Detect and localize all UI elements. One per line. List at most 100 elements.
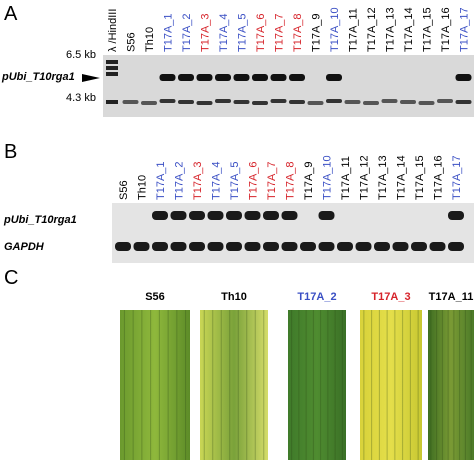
lane-label: T17A_6 xyxy=(248,161,260,200)
marker-label: 6.5 kb xyxy=(66,49,96,61)
band xyxy=(233,74,250,81)
lane-label: T17A_8 xyxy=(292,13,304,52)
lane-label: T17A_7 xyxy=(274,13,286,52)
band xyxy=(244,242,261,251)
sample-label: T17A_2 xyxy=(297,291,336,303)
band xyxy=(337,242,353,251)
band xyxy=(252,101,268,105)
lane-label: T17A_5 xyxy=(229,161,241,200)
lane-label: T17A_1 xyxy=(163,13,175,52)
band xyxy=(189,211,205,220)
band xyxy=(448,211,464,220)
band xyxy=(196,74,213,81)
band xyxy=(122,100,139,104)
lane-label: T17A_8 xyxy=(285,161,297,200)
band xyxy=(307,101,324,105)
leaf-image xyxy=(428,310,474,460)
lane-label: S56 xyxy=(118,180,130,200)
band xyxy=(437,99,453,103)
lane-label: T17A_1 xyxy=(155,161,167,200)
lane-label: T17A_12 xyxy=(366,7,378,52)
band xyxy=(226,211,242,220)
probe-label: pUbi_T10rga1 xyxy=(1,71,75,83)
band xyxy=(215,99,231,103)
band xyxy=(326,74,342,81)
band xyxy=(178,74,194,81)
band xyxy=(178,100,194,104)
lane-label: T17A_11 xyxy=(340,156,352,200)
lane-label: T17A_15 xyxy=(422,7,434,52)
lane-label: T17A_3 xyxy=(200,13,212,52)
leaf-image xyxy=(288,310,346,460)
band xyxy=(115,242,131,251)
band xyxy=(226,242,242,251)
band xyxy=(133,242,150,251)
band xyxy=(300,242,316,251)
lane-label: T17A_3 xyxy=(192,161,204,200)
lane-label: T17A_17 xyxy=(451,155,463,200)
band xyxy=(400,100,416,104)
band xyxy=(455,100,472,104)
marker-label: 4.3 kb xyxy=(66,92,96,104)
arrowhead xyxy=(82,74,100,82)
band xyxy=(263,211,279,220)
band xyxy=(252,74,268,81)
lane-label: T17A_2 xyxy=(174,161,186,200)
southern-blot xyxy=(103,55,474,117)
band xyxy=(152,211,168,220)
band xyxy=(159,99,176,103)
lane-label: Th10 xyxy=(144,27,156,52)
band xyxy=(281,242,298,251)
band xyxy=(392,242,409,251)
band xyxy=(244,211,261,220)
band xyxy=(106,66,118,70)
band xyxy=(106,100,118,104)
leaf-image xyxy=(200,310,268,460)
lane-label: T17A_4 xyxy=(211,161,223,200)
lane-label: T17A_9 xyxy=(303,161,315,200)
band xyxy=(381,99,398,103)
band xyxy=(189,242,205,251)
band xyxy=(418,101,435,105)
lane-label: T17A_10 xyxy=(322,155,334,200)
band xyxy=(281,211,298,220)
band xyxy=(196,101,213,105)
band xyxy=(233,100,250,104)
band xyxy=(215,74,231,81)
panel-label: B xyxy=(4,141,17,163)
lane-label: T17A_13 xyxy=(377,155,389,200)
band xyxy=(207,211,224,220)
lane-label: T17A_12 xyxy=(359,155,371,200)
sample-label: S56 xyxy=(145,291,165,303)
band xyxy=(355,242,372,251)
leaf-image xyxy=(360,310,422,460)
band xyxy=(318,242,335,251)
band xyxy=(263,242,279,251)
band xyxy=(455,74,472,81)
lane-label: T17A_9 xyxy=(311,13,323,52)
band xyxy=(289,74,305,81)
band xyxy=(374,242,390,251)
band xyxy=(141,101,157,105)
lane-label: T17A_4 xyxy=(218,13,230,52)
lane-label: T17A_2 xyxy=(181,13,193,52)
band xyxy=(106,72,118,76)
band xyxy=(170,242,187,251)
lane-label: λ /HindIII xyxy=(107,9,119,52)
lane-label: S56 xyxy=(126,32,138,52)
lane-label: T17A_16 xyxy=(440,7,452,52)
lane-label: T17A_7 xyxy=(266,161,278,200)
lane-label: T17A_15 xyxy=(414,155,426,200)
sample-label: T17A_11 xyxy=(429,291,474,303)
band xyxy=(152,242,168,251)
lane-label: Th10 xyxy=(137,175,149,200)
band xyxy=(326,99,342,103)
band xyxy=(270,99,287,103)
sample-label: T17A_3 xyxy=(371,291,410,303)
sample-label: Th10 xyxy=(221,291,247,303)
lane-label: T17A_13 xyxy=(385,7,397,52)
panel-label: A xyxy=(4,3,18,25)
lane-label: T17A_5 xyxy=(237,13,249,52)
band xyxy=(429,242,446,251)
